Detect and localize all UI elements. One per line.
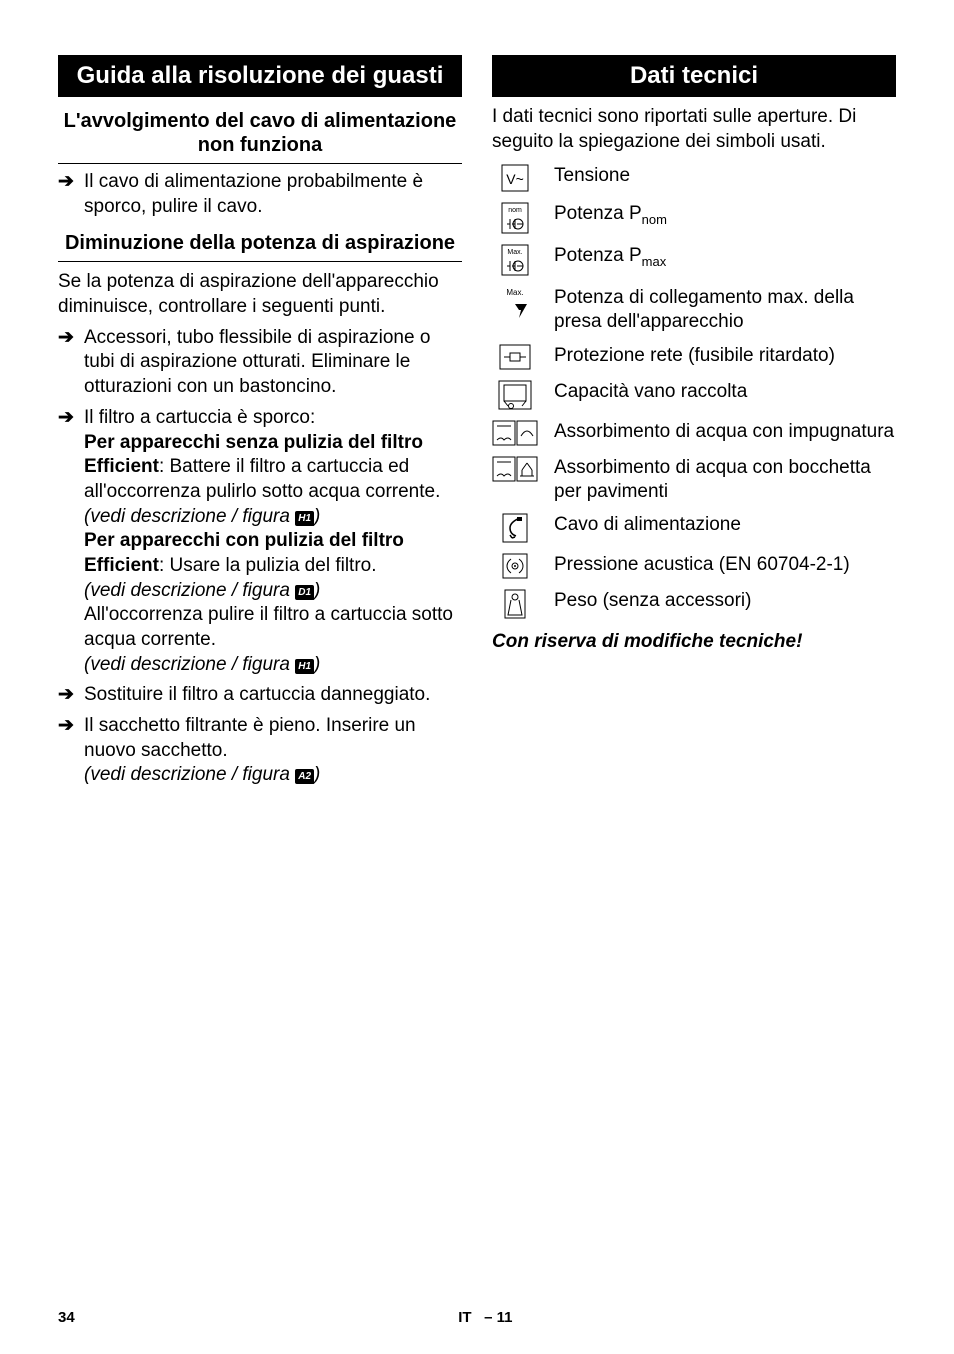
capacity-label: Capacità vano raccolta <box>554 380 896 404</box>
bullet-arrow: ➔ <box>58 683 84 708</box>
section2-b2: Il filtro a cartuccia è sporco: Per appa… <box>84 406 462 678</box>
section1-bullet: Il cavo di alimentazione probabilmente è… <box>84 170 462 219</box>
svg-text:Max.: Max. <box>507 249 522 256</box>
water-handle-icon <box>492 420 538 446</box>
svg-text:nom: nom <box>508 207 522 214</box>
svg-text:V~: V~ <box>506 171 524 187</box>
voltage-icon: V~ <box>492 164 538 192</box>
voltage-label: Tensione <box>554 164 896 188</box>
figref-icon: A2 <box>295 769 314 784</box>
footer-page-left: 34 <box>58 1309 75 1326</box>
power-nom-icon: nom <box>492 202 538 234</box>
bullet-arrow: ➔ <box>58 406 84 678</box>
power-max-label: Potenza Pmax <box>554 244 896 270</box>
fuse-label: Protezione rete (fusibile ritardato) <box>554 344 896 368</box>
lhs-heading: Guida alla risoluzione dei guasti <box>58 55 462 97</box>
svg-text:Max.: Max. <box>506 288 523 297</box>
capacity-icon <box>492 380 538 410</box>
cable-label: Cavo di alimentazione <box>554 513 896 537</box>
acoustic-icon <box>492 553 538 579</box>
section2-b3: Sostituire il filtro a cartuccia dannegg… <box>84 683 462 708</box>
water-nozzle-icon <box>492 456 538 482</box>
rhs-footnote: Con riserva di modifiche tecniche! <box>492 631 896 653</box>
socket-max-icon: Max. <box>492 286 538 322</box>
page-footer: 34 IT – 11 <box>58 1309 896 1326</box>
footer-center: IT – 11 <box>458 1309 512 1326</box>
cable-icon <box>492 513 538 543</box>
section2-title: Diminuzione della potenza di aspirazione <box>58 227 462 262</box>
water-nozzle-label: Assorbimento di acqua con bocchetta per … <box>554 456 896 504</box>
water-handle-label: Assorbimento di acqua con impugnatura <box>554 420 896 444</box>
acoustic-label: Pressione acustica (EN 60704-2-1) <box>554 553 896 577</box>
weight-icon <box>492 589 538 619</box>
power-nom-label: Potenza Pnom <box>554 202 896 228</box>
weight-label: Peso (senza accessori) <box>554 589 896 613</box>
section1-title: L'avvolgimento del cavo di alimentazione… <box>58 105 462 164</box>
figref-icon: H1 <box>295 511 314 526</box>
section2-intro: Se la potenza di aspirazione dell'appare… <box>58 270 462 319</box>
rhs-intro: I dati tecnici sono riportati sulle aper… <box>492 105 896 154</box>
socket-max-label: Potenza di collegamento max. della presa… <box>554 286 896 334</box>
power-max-icon: Max. <box>492 244 538 276</box>
figref-icon: D1 <box>295 585 314 600</box>
section2-b4: Il sacchetto filtrante è pieno. Inserire… <box>84 714 462 788</box>
fuse-icon <box>492 344 538 370</box>
figref-icon: H1 <box>295 659 314 674</box>
rhs-heading: Dati tecnici <box>492 55 896 97</box>
section2-b1: Accessori, tubo flessibile di aspirazion… <box>84 326 462 400</box>
bullet-arrow: ➔ <box>58 170 84 219</box>
bullet-arrow: ➔ <box>58 714 84 788</box>
bullet-arrow: ➔ <box>58 326 84 400</box>
